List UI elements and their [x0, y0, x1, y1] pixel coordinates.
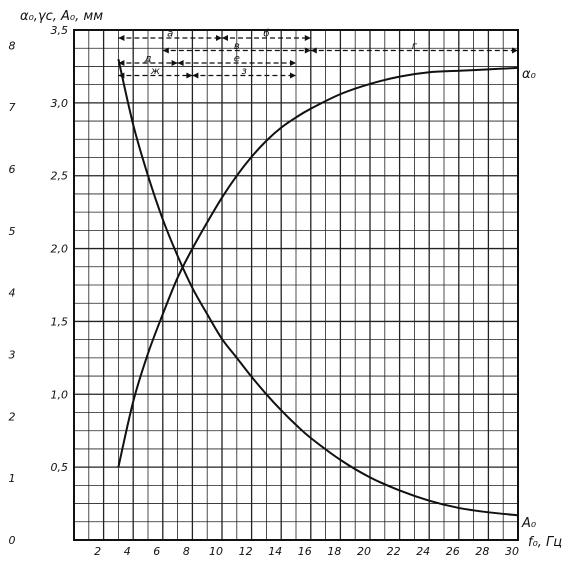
axis-ticks: 2 4 6 8 10 12 14 16 18 20 22 24 26 28 300,51,01,52,02,… [9, 24, 520, 558]
x-tick-label: 26 [446, 545, 460, 558]
band-arrow-start [192, 72, 199, 79]
x-tick-label: 6 [153, 545, 160, 558]
band-arrow-end [304, 35, 311, 41]
band-arrow-start [177, 60, 184, 66]
x-tick-label: 28 [475, 545, 489, 558]
band-arrow-start [222, 35, 228, 41]
band-label: г [412, 41, 418, 52]
band-arrow-end [290, 72, 296, 79]
band-label: д [144, 54, 152, 65]
band-arrow-end [186, 72, 193, 79]
y-outer-tick-label: 7 [9, 101, 16, 114]
band-label: б [263, 28, 269, 40]
x-tick-label: 16 [298, 545, 312, 558]
x-tick-label: 4 [124, 545, 131, 558]
data-series [117, 58, 519, 517]
y-outer-tick-label: 2 [9, 410, 16, 423]
band-arrow-start [118, 60, 125, 66]
y-outer-tick-label: 8 [9, 39, 16, 52]
band-arrow-start [310, 47, 317, 54]
y-outer-tick-label: 5 [9, 225, 16, 238]
band-label: з [242, 66, 247, 77]
x-tick-label: 22 [387, 545, 401, 558]
band-label: в [234, 41, 240, 52]
x-tick-label: 12 [239, 545, 253, 558]
band-label: е [234, 54, 240, 65]
series-label-alpha: α₀ [522, 67, 537, 82]
band-arrow-start [118, 35, 125, 41]
y-inner-tick-label: 2,5 [51, 170, 69, 183]
x-tick-label: 2 [94, 545, 101, 558]
band-label: a [167, 29, 173, 40]
x-tick-label: 24 [416, 545, 430, 558]
band-arrow-end [171, 60, 178, 66]
band-arrow-end [290, 60, 296, 66]
y-outer-tick-label: 6 [9, 163, 16, 176]
x-tick-label: 14 [268, 545, 282, 558]
x-tick-label: 20 [357, 545, 371, 558]
band-arrow-end [512, 47, 518, 54]
band-label: ж [150, 66, 160, 77]
y-outer-tick-label: 0 [9, 534, 16, 547]
y-outer-tick-label: 1 [9, 472, 16, 485]
series-line-amplitude [117, 58, 519, 517]
x-tick-label: 30 [505, 545, 519, 558]
series-label-amplitude: A₀ [521, 516, 537, 531]
y-inner-tick-label: 3,5 [51, 24, 69, 37]
x-axis-label: f₀, Гц [528, 535, 562, 550]
x-tick-label: 18 [327, 545, 341, 558]
series-line-alpha [117, 66, 519, 468]
y-inner-tick-label: 1,5 [51, 315, 69, 328]
y-inner-tick-label: 2,0 [51, 243, 69, 256]
plot-frame [73, 29, 519, 541]
band-arrow-end [304, 47, 311, 54]
band-arrow-start [162, 47, 169, 54]
x-tick-label: 8 [183, 545, 190, 558]
y-outer-tick-label: 4 [9, 287, 16, 300]
y-inner-tick-label: 3,0 [51, 97, 69, 110]
y-axis-label: α₀,γc, A₀, мм [20, 9, 103, 24]
y-outer-tick-label: 3 [9, 348, 16, 361]
chart-grid [73, 29, 519, 541]
x-tick-label: 10 [209, 545, 223, 558]
y-inner-tick-label: 0,5 [51, 461, 69, 474]
band-arrow-end [216, 35, 222, 41]
range-bands: a б в г д е ж з [118, 28, 518, 79]
y-inner-tick-label: 1,0 [51, 388, 69, 401]
